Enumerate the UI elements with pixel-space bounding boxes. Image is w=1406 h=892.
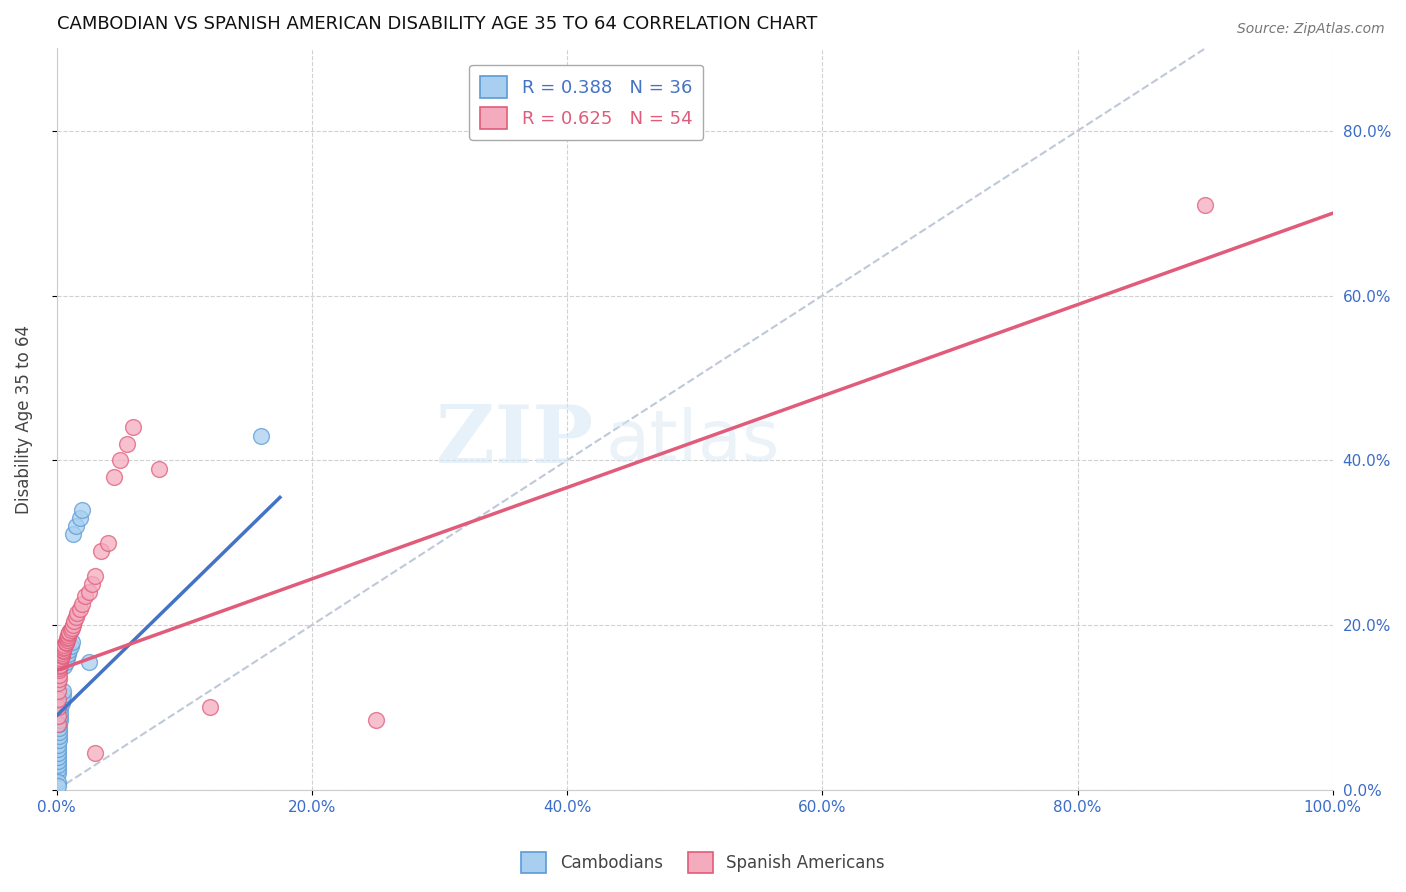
Point	[46, 779, 69, 793]
Point	[59, 639, 82, 653]
Legend: Cambodians, Spanish Americans: Cambodians, Spanish Americans	[515, 846, 891, 880]
Point	[1194, 198, 1216, 212]
Point	[65, 610, 87, 624]
Point	[48, 725, 70, 739]
Point	[55, 636, 77, 650]
Point	[83, 746, 105, 760]
Point	[51, 696, 73, 710]
Point	[48, 664, 70, 678]
Point	[77, 585, 100, 599]
Point	[69, 511, 91, 525]
Point	[46, 754, 69, 768]
Point	[48, 729, 70, 743]
Point	[62, 527, 84, 541]
Point	[60, 621, 83, 635]
Point	[48, 733, 70, 747]
Point	[46, 746, 69, 760]
Point	[53, 640, 76, 654]
Point	[73, 589, 96, 603]
Point	[56, 630, 79, 644]
Point	[110, 453, 132, 467]
Point	[46, 762, 69, 776]
Point	[97, 535, 120, 549]
Point	[46, 692, 69, 706]
Point	[82, 577, 104, 591]
Point	[65, 519, 87, 533]
Point	[51, 692, 73, 706]
Point	[46, 741, 69, 756]
Point	[53, 659, 76, 673]
Point	[55, 634, 77, 648]
Point	[52, 644, 75, 658]
Point	[48, 717, 70, 731]
Point	[58, 624, 80, 639]
Point	[83, 568, 105, 582]
Point	[56, 628, 79, 642]
Point	[49, 713, 72, 727]
Point	[58, 626, 80, 640]
Text: atlas: atlas	[606, 407, 780, 476]
Point	[56, 651, 79, 665]
Point	[56, 647, 79, 661]
Point	[51, 646, 73, 660]
Point	[46, 684, 69, 698]
Point	[49, 700, 72, 714]
Point	[51, 649, 73, 664]
Point	[55, 655, 77, 669]
Point	[198, 700, 221, 714]
Point	[56, 632, 79, 646]
Point	[51, 648, 73, 662]
Point	[46, 708, 69, 723]
Point	[70, 502, 93, 516]
Legend: R = 0.388   N = 36, R = 0.625   N = 54: R = 0.388 N = 36, R = 0.625 N = 54	[470, 65, 703, 140]
Text: ZIP: ZIP	[436, 402, 592, 481]
Point	[69, 601, 91, 615]
Point	[48, 667, 70, 681]
Point	[48, 721, 70, 735]
Point	[115, 437, 138, 451]
Point	[52, 688, 75, 702]
Point	[46, 750, 69, 764]
Point	[46, 766, 69, 780]
Y-axis label: Disability Age 35 to 64: Disability Age 35 to 64	[15, 325, 32, 514]
Point	[122, 420, 145, 434]
Point	[103, 470, 125, 484]
Point	[58, 642, 80, 657]
Point	[249, 428, 271, 442]
Point	[49, 653, 72, 667]
Point	[364, 713, 387, 727]
Point	[46, 774, 69, 789]
Point	[52, 641, 75, 656]
Point	[48, 661, 70, 675]
Point	[49, 655, 72, 669]
Point	[46, 675, 69, 690]
Text: CAMBODIAN VS SPANISH AMERICAN DISABILITY AGE 35 TO 64 CORRELATION CHART: CAMBODIAN VS SPANISH AMERICAN DISABILITY…	[56, 15, 817, 33]
Point	[49, 708, 72, 723]
Point	[77, 655, 100, 669]
Point	[60, 634, 83, 648]
Point	[59, 623, 82, 637]
Point	[63, 614, 86, 628]
Point	[148, 461, 170, 475]
Point	[46, 738, 69, 752]
Point	[46, 758, 69, 772]
Point	[49, 705, 72, 719]
Text: Source: ZipAtlas.com: Source: ZipAtlas.com	[1237, 22, 1385, 37]
Point	[49, 651, 72, 665]
Point	[48, 672, 70, 686]
Point	[66, 606, 89, 620]
Point	[52, 642, 75, 657]
Point	[48, 659, 70, 673]
Point	[62, 618, 84, 632]
Point	[46, 700, 69, 714]
Point	[46, 717, 69, 731]
Point	[90, 544, 112, 558]
Point	[49, 657, 72, 672]
Point	[52, 684, 75, 698]
Point	[53, 638, 76, 652]
Point	[70, 598, 93, 612]
Point	[56, 632, 79, 647]
